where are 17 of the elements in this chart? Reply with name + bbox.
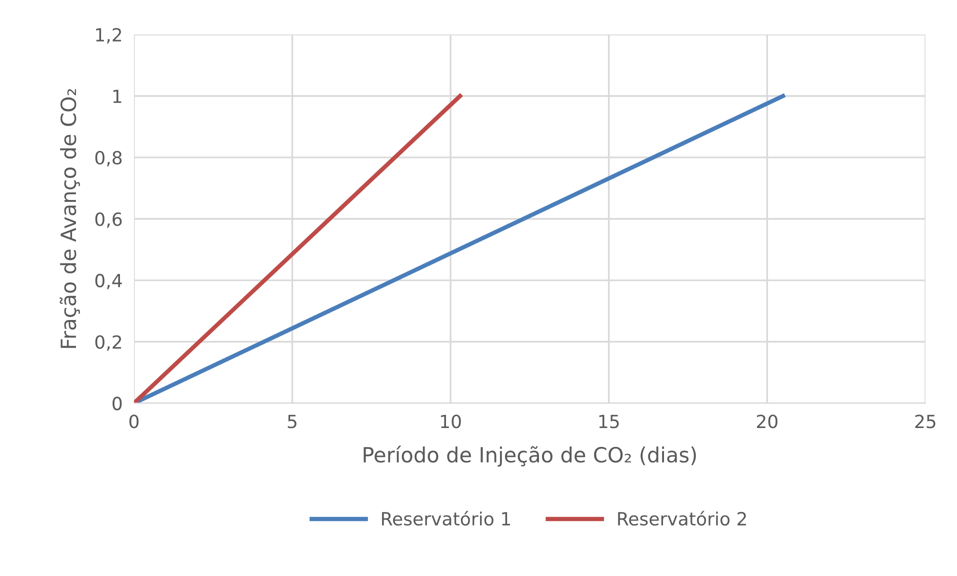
y-tick-label: 0,8 <box>95 150 122 166</box>
y-tick-label: 0 <box>112 396 122 410</box>
y-tick-label: 0,2 <box>95 335 122 351</box>
x-tick-label: 15 <box>599 414 619 428</box>
x-tick-label: 20 <box>756 414 778 428</box>
y-tick-label: 0,6 <box>95 212 122 228</box>
x-axis-title: Período de Injeção de CO₂ (dias) <box>364 446 696 467</box>
legend-label: Reservatório 1 <box>382 510 510 526</box>
x-tick-label: 0 <box>129 414 139 428</box>
x-tick-label: 25 <box>915 414 936 428</box>
y-axis-title: Fração de Avanço de CO₂ <box>60 89 80 348</box>
y-tick-label: 1,2 <box>96 28 122 44</box>
y-tick-label: 0,4 <box>95 274 122 290</box>
legend-label: Reservatório 2 <box>618 510 746 526</box>
x-tick-label: 5 <box>288 414 296 428</box>
y-tick-label: 1 <box>113 90 122 103</box>
x-tick-label: 10 <box>441 414 461 428</box>
